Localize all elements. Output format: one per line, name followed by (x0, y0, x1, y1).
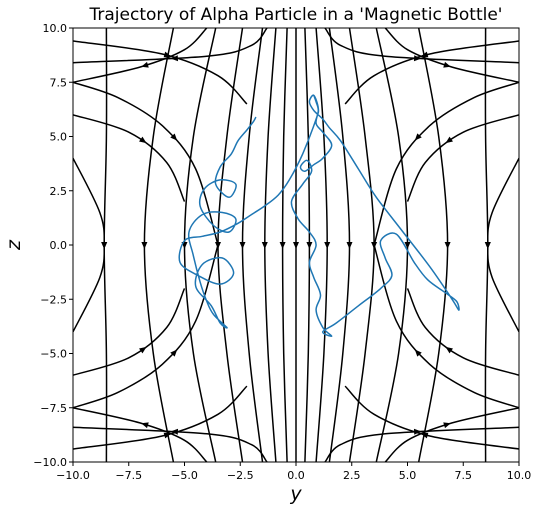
x-tick-label: 10.0 (507, 469, 532, 482)
field-arrow (163, 51, 172, 58)
y-axis-label: z (3, 239, 25, 251)
field-arrow (413, 55, 422, 62)
y-tick-label: 7.5 (50, 76, 68, 89)
field-line (73, 81, 219, 246)
x-tick-label: −10.0 (56, 469, 90, 482)
trajectory-line (178, 94, 460, 337)
field-arrow (420, 51, 429, 58)
field-line (73, 288, 186, 376)
field-arrow (484, 241, 491, 249)
x-tick-label: −5.0 (171, 469, 198, 482)
field-arrow (445, 346, 453, 354)
field-arrows-group (101, 51, 491, 439)
field-line (384, 28, 519, 84)
field-line (344, 385, 519, 450)
field-arrow (261, 241, 268, 249)
field-arrow (139, 136, 147, 144)
field-arrow (420, 432, 429, 439)
y-tick-label: 2.5 (50, 185, 68, 198)
y-tick-label: 10.0 (43, 22, 68, 35)
x-tick-label: 2.5 (343, 469, 361, 482)
field-line (384, 407, 519, 462)
field-arrow (170, 349, 178, 357)
field-line (324, 426, 519, 462)
field-arrow (445, 136, 453, 144)
field-line (406, 114, 519, 202)
x-tick-label: −7.5 (115, 469, 142, 482)
field-arrow (141, 422, 149, 429)
y-axis: −10.0 −7.5 −5.0 −2.5 0.0 2.5 5.0 7.5 10.0 (33, 22, 73, 469)
field-line (344, 40, 519, 105)
x-tick-label: −2.5 (227, 469, 254, 482)
field-line (406, 288, 519, 376)
x-axis: −10.0 −7.5 −5.0 −2.5 0.0 2.5 5.0 7.5 10.0 (56, 462, 531, 482)
field-arrow (444, 241, 451, 249)
y-tick-label: −5.0 (40, 348, 67, 361)
trajectory-group (178, 94, 460, 337)
field-arrow (293, 242, 299, 249)
field-arrow (139, 346, 147, 354)
field-arrow (404, 241, 411, 249)
field-line (373, 244, 519, 409)
field-arrow (371, 241, 378, 249)
y-tick-label: −10.0 (33, 456, 67, 469)
field-arrow (414, 349, 422, 357)
y-tick-label: −2.5 (40, 293, 67, 306)
field-arrow (239, 241, 246, 249)
field-line (73, 407, 208, 462)
x-axis-label: y (289, 483, 302, 505)
field-arrow (413, 428, 422, 435)
field-arrow (170, 55, 179, 62)
field-line (73, 28, 208, 84)
field-line (73, 28, 268, 64)
field-arrow (101, 241, 108, 249)
field-arrow (279, 242, 286, 249)
field-arrow (324, 241, 331, 249)
field-line (73, 244, 219, 409)
x-tick-label: 7.5 (455, 469, 473, 482)
field-line (373, 81, 519, 246)
field-arrow (170, 133, 178, 141)
field-arrow (414, 133, 422, 141)
y-tick-label: 0.0 (50, 239, 68, 252)
field-arrow (141, 241, 148, 249)
field-line (73, 426, 268, 462)
x-tick-label: 5.0 (399, 469, 417, 482)
y-tick-label: −7.5 (40, 402, 67, 415)
field-arrow (443, 61, 451, 68)
field-arrow (306, 242, 313, 249)
field-arrow (214, 241, 221, 249)
x-tick-label: 0.0 (287, 469, 305, 482)
field-line (324, 28, 519, 64)
field-arrow (141, 61, 149, 68)
field-line (73, 40, 248, 105)
y-tick-label: 5.0 (50, 131, 68, 144)
field-line (73, 385, 248, 450)
field-arrow (346, 241, 353, 249)
field-line (73, 114, 186, 202)
field-arrow (163, 432, 172, 439)
chart-title: Trajectory of Alpha Particle in a 'Magne… (89, 5, 503, 25)
field-arrow (443, 422, 451, 429)
field-arrow (170, 428, 179, 435)
